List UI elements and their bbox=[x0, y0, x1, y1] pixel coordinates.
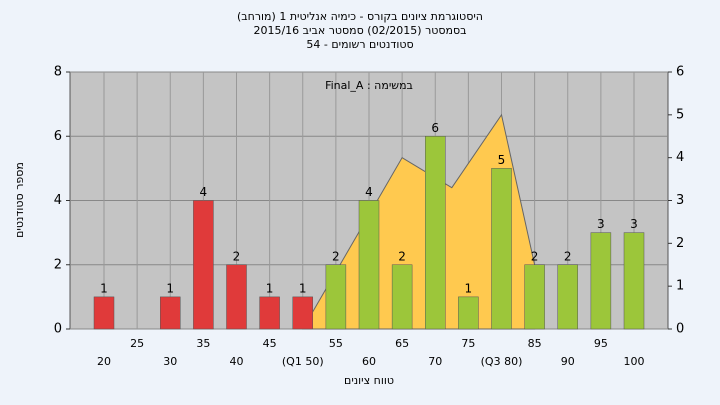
data-label: 1 bbox=[465, 281, 473, 295]
bar bbox=[458, 296, 479, 330]
y2-tick-label: 4 bbox=[676, 150, 684, 165]
x-tick-label: 20 bbox=[97, 355, 111, 368]
bar bbox=[160, 296, 181, 330]
bar bbox=[590, 232, 612, 330]
bar bbox=[391, 264, 413, 330]
annotation: במשימה : Final_A bbox=[325, 79, 413, 92]
data-label: 1 bbox=[100, 281, 108, 295]
y2-tick-label: 1 bbox=[676, 279, 684, 294]
y2-tick-label: 3 bbox=[676, 193, 684, 208]
x-tick-label: 95 bbox=[594, 337, 608, 350]
data-label: 3 bbox=[597, 217, 605, 231]
data-label: 3 bbox=[630, 217, 638, 231]
chart-subtitle: בסמסטר (02/2015) סמסטר אביב 2015/16 bbox=[253, 24, 466, 37]
data-label: 1 bbox=[266, 281, 274, 295]
x-tick-label: 85 bbox=[528, 337, 542, 350]
bar bbox=[425, 136, 446, 330]
x-tick-label: 90 bbox=[561, 355, 575, 368]
data-label: 2 bbox=[332, 249, 340, 263]
y-tick-label: 0 bbox=[54, 322, 62, 337]
x-tick-label: 40 bbox=[230, 355, 244, 368]
bar bbox=[623, 232, 645, 330]
y-tick-label: 4 bbox=[54, 193, 62, 208]
data-label: 5 bbox=[498, 153, 506, 167]
data-label: 2 bbox=[233, 249, 241, 263]
bar bbox=[226, 264, 247, 330]
x-axis-label: טווח ציונים bbox=[344, 374, 394, 387]
bar bbox=[93, 296, 115, 330]
y-tick-label: 2 bbox=[54, 257, 62, 272]
x-tick-label: 25 bbox=[130, 337, 144, 350]
y2-tick-label: 6 bbox=[676, 65, 684, 80]
chart-subtitle: סטודנטים רשומים - 54 bbox=[306, 38, 413, 51]
x-tick-label: (Q1 50) bbox=[282, 355, 324, 368]
x-tick-label: 100 bbox=[624, 355, 645, 368]
y2-tick-label: 0 bbox=[676, 322, 684, 337]
x-tick-label: 75 bbox=[461, 337, 475, 350]
y-tick-label: 6 bbox=[54, 129, 62, 144]
data-label: 6 bbox=[431, 121, 439, 135]
bar bbox=[491, 168, 512, 330]
y-axis-label: מספר סטודנטים bbox=[13, 162, 26, 238]
x-tick-label: (Q3 80) bbox=[481, 355, 523, 368]
bar bbox=[557, 264, 578, 330]
data-label: 4 bbox=[200, 185, 208, 199]
data-label: 2 bbox=[531, 249, 539, 263]
data-label: 4 bbox=[365, 185, 373, 199]
x-tick-label: 30 bbox=[163, 355, 177, 368]
y-tick-label: 8 bbox=[54, 65, 62, 80]
x-tick-label: 35 bbox=[196, 337, 210, 350]
bar bbox=[292, 296, 313, 330]
chart-title: היסטוגרמת ציונים בקורס - כימיה אנליטית 1… bbox=[237, 10, 483, 23]
data-label: 2 bbox=[398, 249, 406, 263]
bar bbox=[524, 264, 545, 330]
x-tick-label: 55 bbox=[329, 337, 343, 350]
y2-tick-label: 5 bbox=[676, 107, 684, 122]
data-label: 1 bbox=[166, 281, 174, 295]
x-tick-label: 45 bbox=[263, 337, 277, 350]
x-tick-label: 60 bbox=[362, 355, 376, 368]
bar bbox=[193, 200, 214, 330]
x-tick-label: 65 bbox=[395, 337, 409, 350]
bar bbox=[259, 296, 280, 330]
x-tick-label: 70 bbox=[428, 355, 442, 368]
data-label: 2 bbox=[564, 249, 572, 263]
y2-tick-label: 2 bbox=[676, 236, 684, 251]
bar bbox=[358, 200, 380, 330]
bar bbox=[325, 264, 347, 330]
data-label: 1 bbox=[299, 281, 307, 295]
